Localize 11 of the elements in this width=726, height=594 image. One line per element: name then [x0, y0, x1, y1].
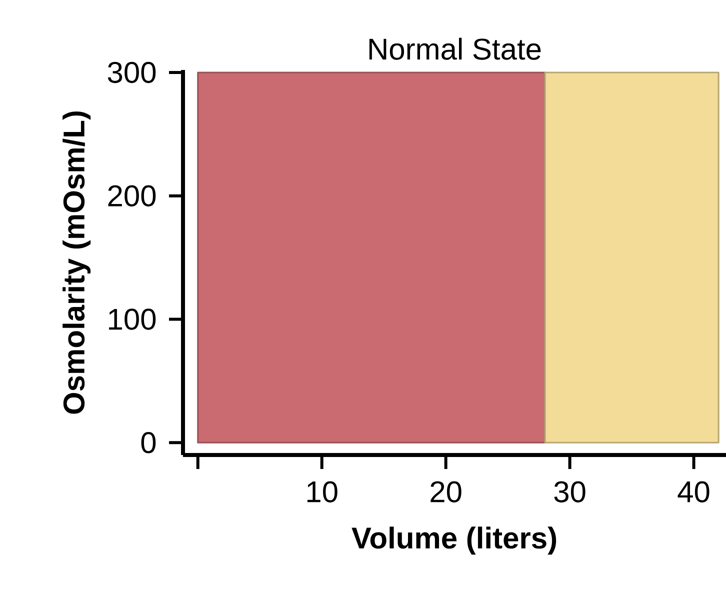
- y-tick-label: 100: [109, 308, 156, 330]
- x-tick-label: 40: [678, 481, 710, 502]
- chart-title: Normal State: [369, 38, 541, 60]
- x-axis-title: Volume (liters): [352, 526, 556, 555]
- x-tick-label: 20: [430, 481, 462, 502]
- y-tick-label: 200: [108, 185, 156, 206]
- y-tick-label: 300: [108, 62, 156, 84]
- y-tick-label: 0: [141, 432, 156, 454]
- x-tick-label: 30: [554, 481, 586, 502]
- x-tick-label: 10: [307, 481, 338, 502]
- y-axis-title: Osmolarity (mOsm/L): [62, 111, 91, 414]
